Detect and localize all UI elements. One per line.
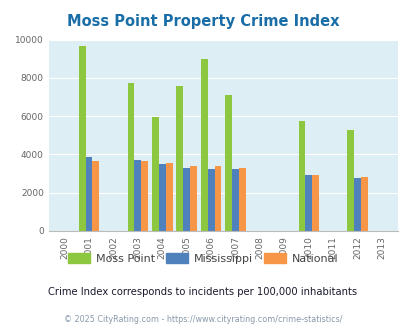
Bar bbox=[305, 175, 311, 231]
Bar bbox=[183, 168, 190, 231]
Bar bbox=[238, 168, 245, 231]
Bar bbox=[151, 117, 158, 231]
Bar bbox=[232, 169, 238, 231]
Bar bbox=[214, 166, 221, 231]
Bar bbox=[85, 157, 92, 231]
Bar bbox=[200, 59, 207, 231]
Bar bbox=[165, 163, 172, 231]
Text: Moss Point Property Crime Index: Moss Point Property Crime Index bbox=[66, 14, 339, 29]
Text: Crime Index corresponds to incidents per 100,000 inhabitants: Crime Index corresponds to incidents per… bbox=[48, 287, 357, 297]
Bar bbox=[134, 160, 141, 231]
Bar bbox=[225, 95, 232, 231]
Bar bbox=[360, 178, 367, 231]
Bar bbox=[158, 164, 165, 231]
Bar bbox=[207, 169, 214, 231]
Bar bbox=[141, 161, 148, 231]
Bar bbox=[298, 121, 305, 231]
Text: © 2025 CityRating.com - https://www.cityrating.com/crime-statistics/: © 2025 CityRating.com - https://www.city… bbox=[64, 315, 341, 324]
Legend: Moss Point, Mississippi, National: Moss Point, Mississippi, National bbox=[63, 248, 342, 268]
Bar bbox=[79, 46, 85, 231]
Bar bbox=[311, 175, 318, 231]
Bar bbox=[127, 83, 134, 231]
Bar bbox=[190, 166, 196, 231]
Bar bbox=[353, 178, 360, 231]
Bar bbox=[176, 85, 183, 231]
Bar bbox=[92, 161, 99, 231]
Bar bbox=[347, 130, 353, 231]
